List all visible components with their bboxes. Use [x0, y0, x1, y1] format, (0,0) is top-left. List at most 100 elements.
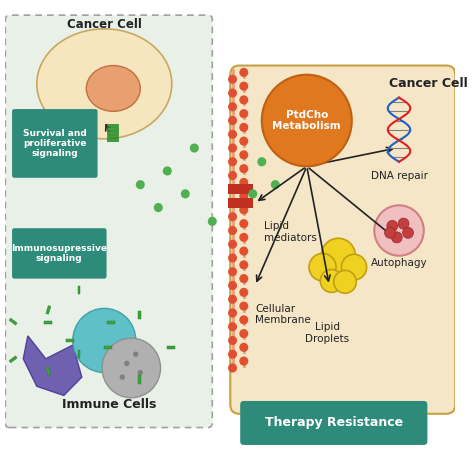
- Circle shape: [384, 227, 395, 238]
- FancyBboxPatch shape: [12, 109, 98, 178]
- Text: DNA repair: DNA repair: [371, 171, 428, 181]
- Circle shape: [228, 143, 237, 153]
- Circle shape: [228, 240, 237, 249]
- Bar: [107, 321, 115, 324]
- Circle shape: [124, 361, 129, 366]
- FancyBboxPatch shape: [230, 65, 456, 414]
- Circle shape: [398, 218, 409, 229]
- Circle shape: [341, 254, 366, 280]
- FancyBboxPatch shape: [240, 401, 428, 445]
- Circle shape: [137, 370, 143, 375]
- Circle shape: [239, 109, 248, 118]
- Polygon shape: [23, 336, 82, 396]
- Circle shape: [239, 82, 248, 91]
- Circle shape: [228, 336, 237, 345]
- Text: Autophagy: Autophagy: [371, 258, 428, 268]
- Circle shape: [163, 166, 172, 176]
- Text: PtdCho
Metabolism: PtdCho Metabolism: [273, 110, 341, 131]
- Circle shape: [228, 157, 237, 166]
- Circle shape: [239, 356, 248, 366]
- Circle shape: [321, 238, 356, 273]
- Circle shape: [228, 349, 237, 359]
- Bar: [46, 306, 51, 314]
- Bar: [107, 131, 118, 134]
- Bar: [78, 350, 81, 358]
- Bar: [107, 135, 118, 137]
- Text: Cellular
Membrane: Cellular Membrane: [255, 304, 311, 325]
- Circle shape: [133, 351, 138, 357]
- Circle shape: [271, 180, 280, 189]
- Bar: [46, 366, 51, 375]
- Circle shape: [228, 89, 237, 98]
- Circle shape: [181, 189, 190, 198]
- Circle shape: [136, 180, 145, 189]
- Circle shape: [239, 315, 248, 325]
- Circle shape: [239, 178, 248, 187]
- Circle shape: [228, 116, 237, 125]
- Circle shape: [239, 260, 248, 269]
- Bar: [167, 346, 175, 349]
- Circle shape: [190, 143, 199, 153]
- Bar: [228, 197, 253, 207]
- Circle shape: [239, 274, 248, 283]
- Circle shape: [262, 75, 352, 166]
- Bar: [104, 346, 112, 349]
- Circle shape: [228, 226, 237, 235]
- Circle shape: [228, 102, 237, 112]
- Circle shape: [239, 192, 248, 201]
- Circle shape: [228, 171, 237, 180]
- Text: Lipid
mediators: Lipid mediators: [264, 221, 317, 243]
- Bar: [107, 127, 118, 130]
- Circle shape: [239, 247, 248, 256]
- Circle shape: [248, 189, 257, 198]
- Circle shape: [262, 125, 271, 134]
- Circle shape: [402, 227, 413, 238]
- Circle shape: [239, 288, 248, 297]
- Circle shape: [228, 363, 237, 372]
- Circle shape: [228, 322, 237, 331]
- Circle shape: [73, 308, 136, 372]
- Bar: [138, 311, 141, 319]
- Bar: [107, 138, 118, 141]
- Text: Immune Cells: Immune Cells: [62, 398, 156, 411]
- Bar: [44, 321, 52, 324]
- Circle shape: [374, 205, 424, 256]
- Circle shape: [239, 123, 248, 132]
- Circle shape: [239, 329, 248, 338]
- Circle shape: [119, 374, 125, 380]
- Circle shape: [239, 233, 248, 242]
- FancyBboxPatch shape: [12, 228, 107, 278]
- Circle shape: [228, 75, 237, 84]
- Text: Immunosupressive
signaling: Immunosupressive signaling: [11, 244, 107, 263]
- Circle shape: [239, 343, 248, 352]
- Circle shape: [228, 198, 237, 207]
- Circle shape: [102, 338, 161, 398]
- Circle shape: [228, 185, 237, 194]
- Circle shape: [228, 130, 237, 139]
- Bar: [9, 356, 17, 363]
- FancyBboxPatch shape: [5, 15, 212, 427]
- Circle shape: [387, 220, 398, 231]
- Circle shape: [320, 269, 343, 292]
- Bar: [107, 124, 118, 126]
- Bar: [228, 184, 253, 194]
- Circle shape: [239, 95, 248, 105]
- Circle shape: [239, 301, 248, 311]
- Circle shape: [239, 219, 248, 228]
- Circle shape: [239, 164, 248, 173]
- Text: Cancer Cell: Cancer Cell: [389, 77, 468, 90]
- Circle shape: [334, 270, 356, 293]
- Circle shape: [228, 295, 237, 304]
- Circle shape: [228, 212, 237, 221]
- Circle shape: [228, 281, 237, 290]
- Bar: [9, 318, 17, 325]
- Bar: [78, 286, 81, 294]
- Circle shape: [239, 136, 248, 146]
- Circle shape: [228, 308, 237, 318]
- Ellipse shape: [86, 65, 140, 112]
- Circle shape: [208, 217, 217, 226]
- Circle shape: [239, 205, 248, 214]
- Circle shape: [239, 68, 248, 77]
- Text: Therapy Resistance: Therapy Resistance: [264, 416, 403, 430]
- Circle shape: [228, 254, 237, 263]
